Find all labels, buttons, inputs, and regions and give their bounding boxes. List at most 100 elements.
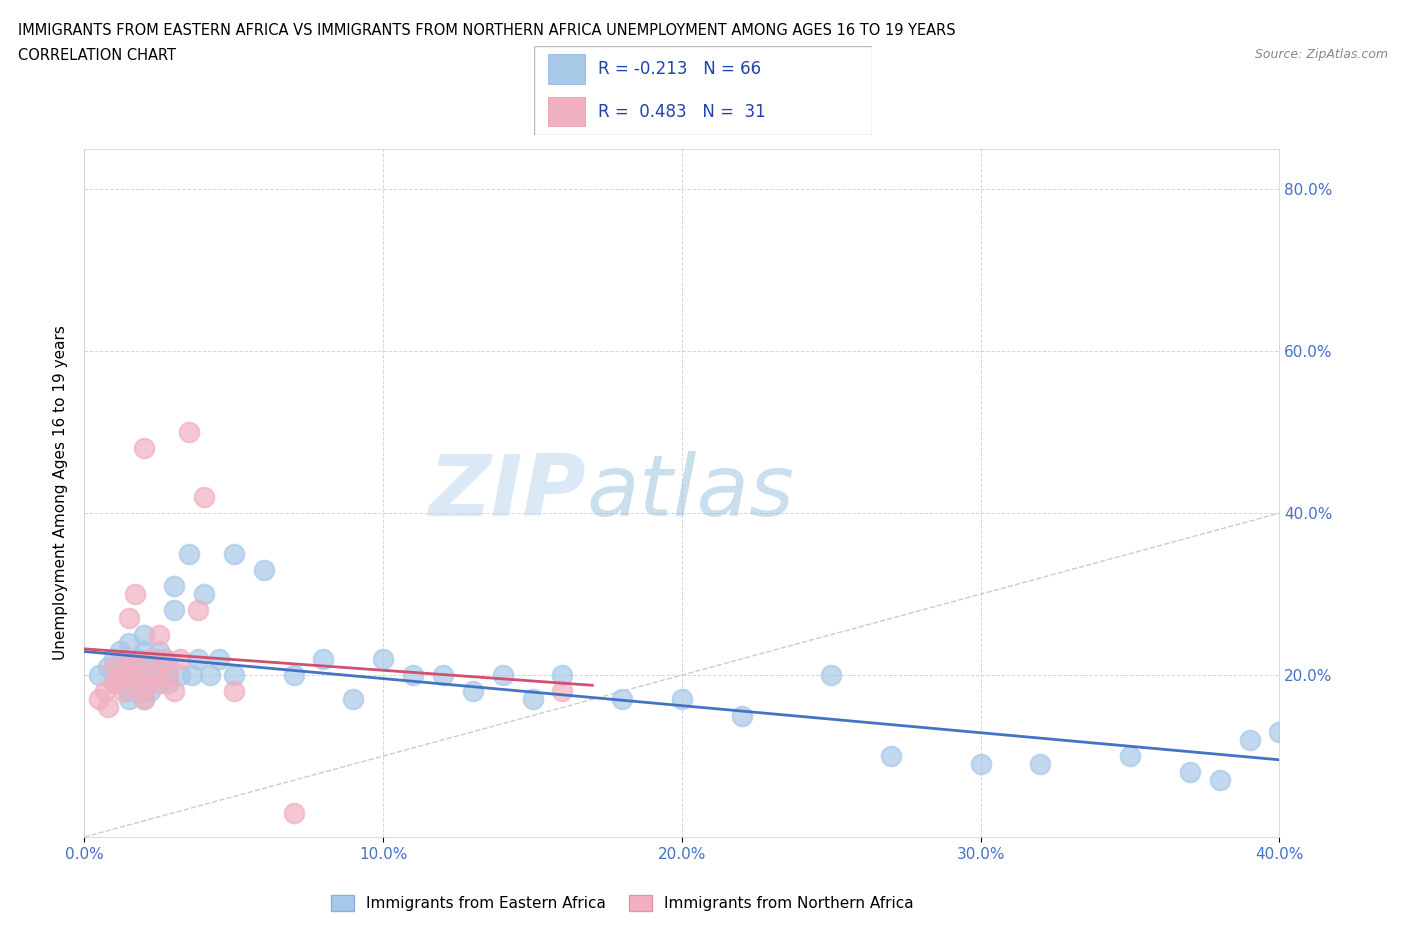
Point: [198, 668, 221, 683]
Text: ZIP: ZIP: [429, 451, 586, 535]
Point: [129, 684, 152, 698]
Point: [103, 676, 125, 691]
Point: [208, 651, 231, 666]
Point: [148, 676, 170, 691]
Point: [118, 651, 141, 666]
Point: [110, 668, 132, 683]
Point: [118, 692, 141, 707]
Point: [342, 692, 364, 707]
Point: [89, 692, 111, 707]
Point: [163, 578, 186, 593]
Point: [118, 635, 141, 650]
Text: CORRELATION CHART: CORRELATION CHART: [18, 48, 176, 63]
Point: [610, 692, 633, 707]
Point: [169, 651, 191, 666]
Point: [127, 676, 149, 691]
Point: [89, 668, 111, 683]
Point: [132, 676, 156, 691]
Point: [145, 651, 167, 666]
Point: [153, 651, 176, 666]
Point: [1178, 764, 1201, 779]
Point: [731, 708, 754, 723]
Point: [124, 659, 146, 674]
Point: [97, 700, 120, 715]
Point: [148, 644, 170, 658]
Point: [187, 651, 209, 666]
Point: [187, 603, 209, 618]
Point: [283, 805, 305, 820]
Point: [222, 684, 245, 698]
Point: [110, 668, 132, 683]
Point: [1119, 749, 1142, 764]
Point: [118, 651, 141, 666]
Point: [432, 668, 454, 683]
Text: Source: ZipAtlas.com: Source: ZipAtlas.com: [1254, 48, 1388, 61]
Point: [1239, 733, 1261, 748]
Point: [157, 659, 180, 674]
Point: [148, 627, 170, 642]
Bar: [548, 55, 585, 84]
Point: [1208, 773, 1232, 788]
Point: [132, 692, 156, 707]
Point: [153, 651, 176, 666]
Point: [222, 546, 245, 561]
Point: [671, 692, 693, 707]
Text: IMMIGRANTS FROM EASTERN AFRICA VS IMMIGRANTS FROM NORTHERN AFRICA UNEMPLOYMENT A: IMMIGRANTS FROM EASTERN AFRICA VS IMMIGR…: [18, 23, 956, 38]
Text: atlas: atlas: [586, 451, 794, 535]
Point: [283, 668, 305, 683]
Point: [1268, 724, 1291, 739]
Point: [121, 659, 143, 674]
Point: [193, 587, 215, 602]
Text: R =  0.483   N =  31: R = 0.483 N = 31: [599, 103, 766, 121]
Point: [103, 651, 125, 666]
Point: [97, 659, 120, 674]
Point: [112, 684, 135, 698]
Point: [118, 668, 141, 683]
Point: [970, 757, 993, 772]
Point: [148, 659, 170, 674]
Point: [129, 668, 152, 683]
Point: [371, 651, 394, 666]
Point: [110, 644, 132, 658]
Point: [148, 676, 170, 691]
Point: [139, 659, 162, 674]
Point: [820, 668, 842, 683]
Point: [461, 684, 484, 698]
Point: [118, 668, 141, 683]
Point: [157, 668, 180, 683]
Point: [253, 563, 276, 578]
Point: [132, 627, 156, 642]
Point: [103, 676, 125, 691]
Bar: [548, 97, 585, 126]
Point: [145, 668, 167, 683]
Point: [103, 659, 125, 674]
Point: [551, 668, 574, 683]
Point: [132, 692, 156, 707]
Point: [193, 489, 215, 504]
Point: [312, 651, 335, 666]
Legend: Immigrants from Eastern Africa, Immigrants from Northern Africa: Immigrants from Eastern Africa, Immigran…: [323, 887, 921, 919]
Point: [177, 425, 200, 440]
Point: [132, 644, 156, 658]
Point: [124, 587, 146, 602]
Point: [177, 546, 200, 561]
Point: [222, 668, 245, 683]
Point: [1029, 757, 1052, 772]
Point: [94, 684, 117, 698]
Y-axis label: Unemployment Among Ages 16 to 19 years: Unemployment Among Ages 16 to 19 years: [53, 326, 69, 660]
Point: [180, 668, 204, 683]
Text: R = -0.213   N = 66: R = -0.213 N = 66: [599, 60, 762, 78]
Point: [127, 668, 149, 683]
Point: [118, 611, 141, 626]
Point: [150, 668, 173, 683]
Point: [551, 684, 574, 698]
Point: [169, 668, 191, 683]
Point: [142, 668, 165, 683]
Point: [132, 659, 156, 674]
Point: [132, 684, 156, 698]
Point: [402, 668, 425, 683]
Point: [118, 684, 141, 698]
Point: [492, 668, 515, 683]
Point: [522, 692, 544, 707]
Point: [880, 749, 903, 764]
